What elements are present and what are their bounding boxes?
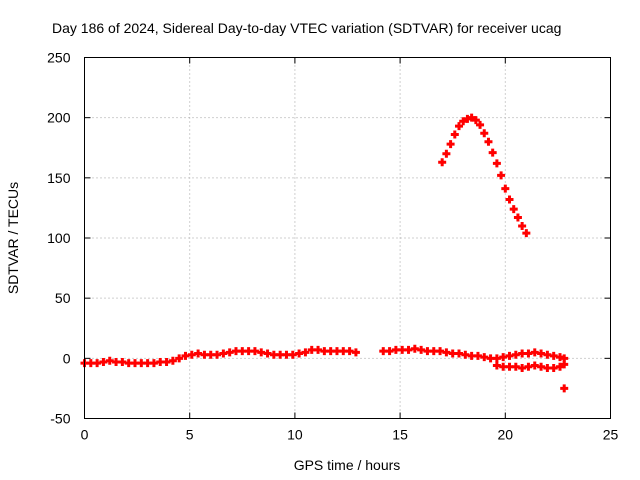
y-tick-label: 50 [55,290,71,306]
data-point [471,116,480,125]
data-point [442,149,451,158]
data-point [301,348,310,357]
data-point [492,159,501,168]
data-point [175,354,184,363]
data-point [560,384,569,393]
series-lower-arc [492,360,569,372]
data-point [480,129,489,138]
data-point [459,117,468,126]
x-tick-label: 15 [392,427,408,443]
data-point [513,213,522,222]
data-point [455,122,464,131]
series-arc-high [438,113,531,238]
data-point [467,113,476,122]
x-tick-label: 5 [186,427,194,443]
y-tick-label: 250 [47,50,71,66]
data-point [560,360,569,369]
y-tick-label: 200 [47,110,71,126]
data-point [450,130,459,139]
data-point [518,221,527,230]
data-point [446,140,455,149]
y-tick-label: 0 [63,350,71,366]
data-point [509,205,518,214]
y-tick-label: 100 [47,230,71,246]
plot-frame [84,57,611,419]
data-point [522,229,531,238]
data-point [476,120,485,129]
data-point [505,195,514,204]
data-point [497,171,506,180]
y-tick-label: -50 [50,411,70,427]
data-point [556,362,565,371]
data-point [351,348,360,357]
data-point [168,356,177,365]
data-points [80,113,569,393]
ticks-layer: 0 5 10 15 20 25 -50 0 50 100 150 200 250 [47,50,618,443]
series-outlier [560,384,569,393]
data-point [501,184,510,193]
y-tick-label: 150 [47,170,71,186]
x-tick-label: 25 [603,427,619,443]
series-baseline-early [80,345,360,368]
x-tick-label: 10 [287,427,303,443]
data-point [488,148,497,157]
chart-title: Day 186 of 2024, Sidereal Day-to-day VTE… [52,20,561,36]
y-axis-title: SDTVAR / TECUs [5,182,21,294]
x-axis-title: GPS time / hours [294,457,401,473]
data-point [484,137,493,146]
series-baseline-late [379,344,569,363]
x-tick-label: 20 [498,427,514,443]
data-point [438,158,447,167]
x-tick-label: 0 [81,427,89,443]
